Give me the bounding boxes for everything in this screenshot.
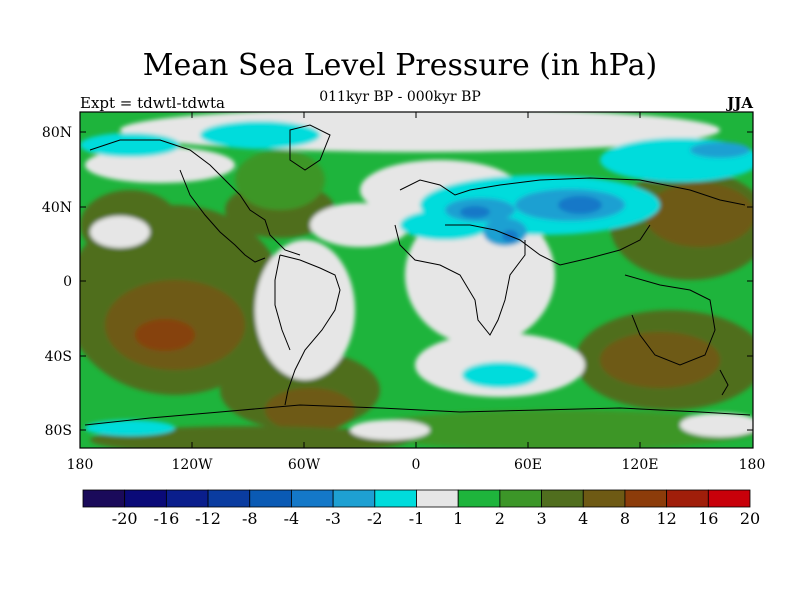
- colorbar-label: 3: [536, 509, 546, 528]
- lon-label: 180: [67, 457, 94, 473]
- lat-label: 40N: [42, 200, 72, 216]
- colorbar-label: -1: [409, 509, 425, 528]
- colorbar-swatch: [124, 489, 167, 508]
- lon-label: 120W: [171, 457, 213, 473]
- colorbar-swatch: [165, 489, 209, 508]
- colorbar-label: 1: [453, 509, 463, 528]
- colorbar-swatch: [499, 489, 542, 508]
- chart-title: Mean Sea Level Pressure (in hPa): [142, 48, 658, 83]
- lon-label: 60W: [288, 457, 321, 473]
- lat-label: 40S: [45, 349, 72, 365]
- colorbar-swatch: [82, 489, 126, 508]
- colorbar-label: -20: [112, 509, 138, 528]
- colorbar-swatch: [541, 489, 584, 508]
- colorbar-label: -4: [284, 509, 300, 528]
- colorbar-swatch: [374, 489, 417, 508]
- period-label: 011kyr BP - 000kyr BP: [319, 89, 481, 105]
- colorbar-label: 12: [656, 509, 676, 528]
- colorbar-swatch: [666, 489, 709, 508]
- colorbar-label: 8: [620, 509, 630, 528]
- longitude-labels: 180 120W 60W 0 60E 120E 180: [67, 457, 766, 473]
- colorbar-label: 2: [495, 509, 505, 528]
- lat-label: 0: [63, 274, 72, 290]
- season-label: JJA: [727, 94, 753, 112]
- colorbar-label: -12: [195, 509, 221, 528]
- colorbar-swatch: [416, 489, 459, 508]
- colorbar-label: -3: [325, 509, 341, 528]
- lon-label: 120E: [622, 457, 659, 473]
- colorbar-swatch: [249, 489, 292, 508]
- colorbar-label: 16: [698, 509, 718, 528]
- coastlines: [84, 124, 751, 426]
- lat-label: 80N: [42, 125, 72, 141]
- colorbar-label: -16: [153, 509, 179, 528]
- lat-label: 80S: [45, 423, 72, 439]
- colorbar-label: 20: [740, 509, 760, 528]
- colorbar-label: -8: [242, 509, 258, 528]
- colorbar-label: 4: [578, 509, 588, 528]
- colorbar: -20 -16 -12 -8 -4 -3 -2 -1 1 2 3 4 8 12 16 20: [82, 489, 760, 528]
- field-layer: [80, 112, 753, 448]
- colorbar-label: -2: [367, 509, 383, 528]
- colorbar-swatch: [457, 489, 501, 508]
- lon-label: 60E: [514, 457, 542, 473]
- colorbar-swatch: [582, 489, 626, 508]
- colorbar-swatch: [332, 489, 376, 508]
- experiment-label: Expt = tdwtl-tdwta: [80, 94, 225, 112]
- latitude-labels: 80N 40N 0 40S 80S: [42, 125, 72, 439]
- axis-ticks: [80, 112, 753, 448]
- lon-label: 0: [412, 457, 421, 473]
- lon-label: 180: [739, 457, 766, 473]
- colorbar-swatch: [707, 489, 751, 508]
- colorbar-swatch: [291, 489, 334, 508]
- colorbar-swatch: [624, 489, 668, 508]
- colorbar-swatch: [207, 489, 251, 508]
